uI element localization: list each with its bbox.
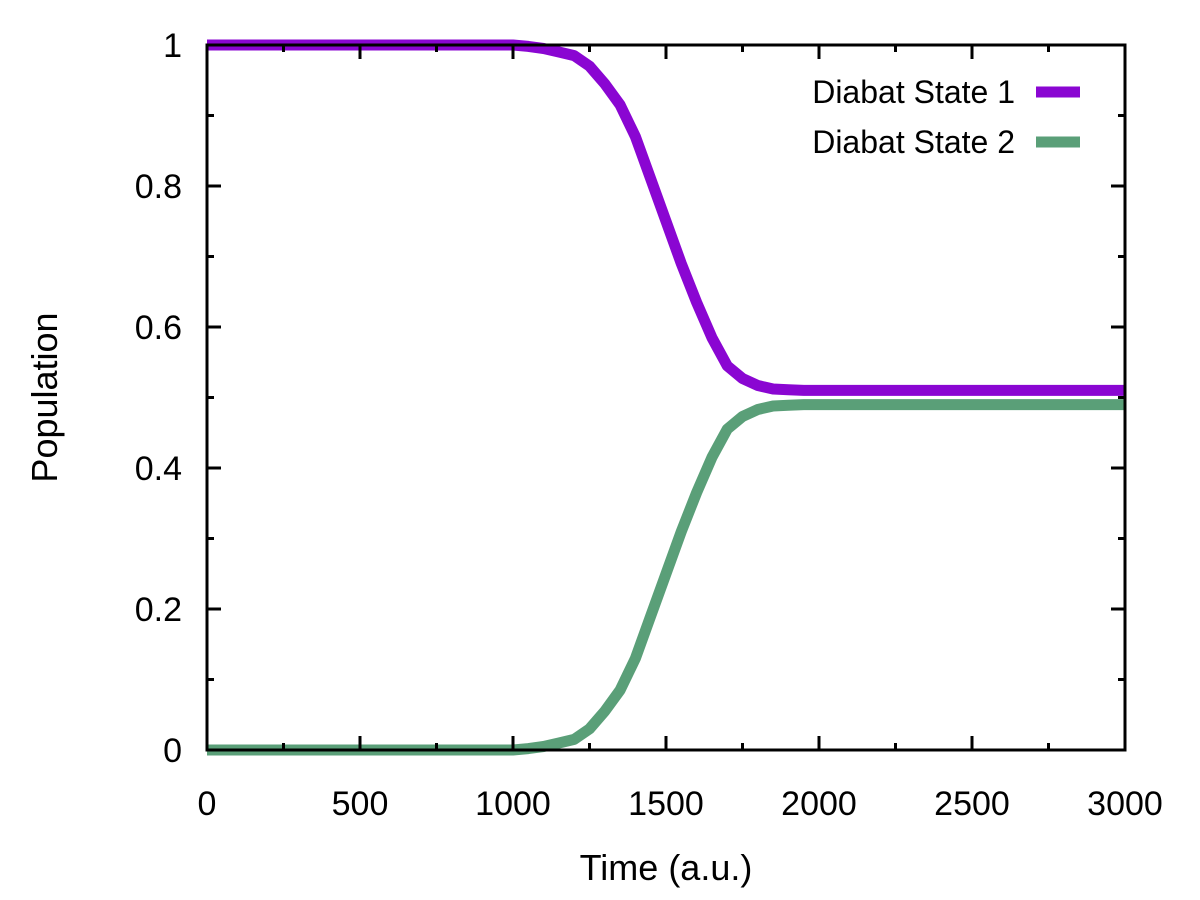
x-tick-label-1: 500: [332, 785, 389, 823]
series-line-2: [207, 399, 1125, 756]
tick-labels: 0 500 1000 1500 2000 2500 3000 0 0.2 0.4 0.6 0.8 1: [135, 27, 1163, 823]
y-tick-label-0: 0: [163, 732, 182, 770]
series-lines: [207, 39, 1125, 756]
x-tick-label-0: 0: [198, 785, 217, 823]
x-tick-label-5: 2500: [934, 785, 1010, 823]
x-tick-label-4: 2000: [781, 785, 857, 823]
x-tick-label-3: 1500: [628, 785, 704, 823]
x-axis-label: Time (a.u.): [580, 847, 753, 888]
legend-label-1: Diabat State 1: [812, 74, 1015, 110]
series-line-1: [207, 39, 1125, 396]
legend: Diabat State 1 Diabat State 2: [812, 74, 1080, 160]
y-tick-label-3: 0.6: [135, 309, 182, 347]
legend-label-2: Diabat State 2: [812, 124, 1015, 160]
y-tick-label-1: 0.2: [135, 591, 182, 629]
plot-frame: [205, 43, 1127, 752]
x-tick-label-6: 3000: [1087, 785, 1163, 823]
y-tick-label-4: 0.8: [135, 168, 182, 206]
x-tick-label-2: 1000: [475, 785, 551, 823]
y-tick-label-2: 0.4: [135, 450, 182, 488]
y-tick-label-5: 1: [163, 27, 182, 65]
y-axis-label: Population: [24, 312, 65, 482]
